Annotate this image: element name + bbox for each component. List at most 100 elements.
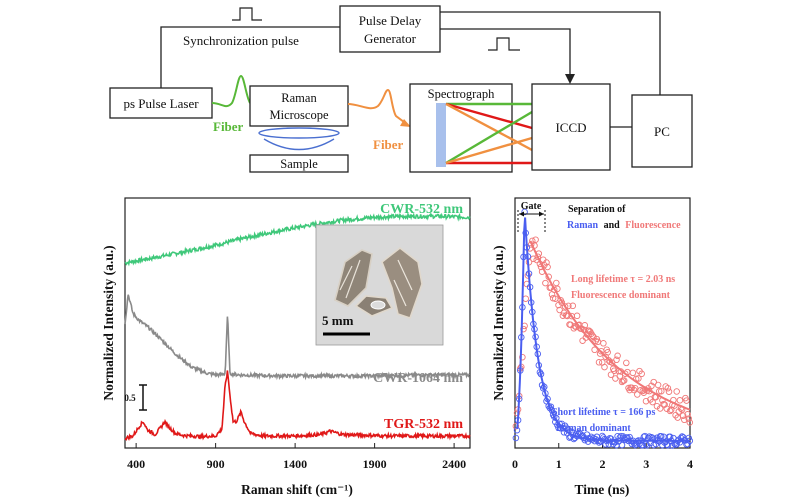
right-x-ticks: 0 1 2 3 4	[512, 443, 693, 471]
fluorescence-point	[573, 312, 581, 320]
sample-label: Sample	[280, 157, 318, 171]
raman-spectra-chart: 400 900 1400 1900 2400 Raman shift (cm⁻¹) No…	[101, 197, 471, 497]
right-x-tick-label: 3	[643, 457, 649, 471]
scale-bar-label: 0.5	[124, 393, 136, 403]
left-x-ticks: 400 900 1400 1900 2400	[127, 443, 466, 471]
fluorescence-point	[634, 391, 641, 398]
fluorescence-point	[638, 370, 645, 378]
raman-fit-line	[516, 217, 690, 442]
raman-point	[631, 441, 639, 449]
raman-point	[658, 433, 665, 440]
trigger-line	[440, 28, 571, 78]
fluorescence-point	[581, 322, 589, 329]
fluorescence-point	[656, 405, 664, 412]
fluorescence-fit-line	[529, 240, 691, 411]
fluorescence-point	[673, 388, 680, 395]
fluorescence-point	[664, 384, 672, 392]
bone-fragment-2	[381, 246, 423, 320]
fluorescence-point	[631, 384, 639, 392]
series-label-cwr1064: CWR-1064 nm	[373, 371, 463, 386]
objective-lens-icon	[258, 127, 340, 139]
raman-point	[678, 433, 686, 440]
right-x-tick-label: 2	[600, 457, 606, 471]
fluorescence-point	[605, 357, 613, 364]
gate-arrowhead-right	[539, 211, 544, 217]
fluorescence-point	[611, 367, 618, 374]
fluorescence-point	[674, 414, 681, 421]
fluorescence-point	[591, 346, 598, 354]
fluorescence-point	[561, 303, 569, 310]
fluorescence-point	[542, 279, 549, 287]
raman-point	[641, 432, 649, 440]
microscope-label-line1: Raman	[281, 91, 317, 105]
gate-arrowhead-left	[519, 211, 524, 217]
pc-box	[631, 94, 693, 168]
laser-label: ps Pulse Laser	[123, 96, 199, 111]
raman-point	[639, 441, 646, 449]
microscope-label-line2: Microscope	[269, 108, 328, 122]
fluorescence-point	[534, 253, 542, 260]
fluorescence-point	[666, 407, 674, 415]
fluorescence-point	[658, 387, 665, 395]
sync-pulse-label: Synchronization pulse	[183, 33, 299, 48]
legend-and: and	[604, 220, 621, 231]
right-y-axis-label: Normalized Intensity (a.u.)	[491, 245, 506, 400]
series-label-cwr532: CWR-532 nm	[380, 202, 463, 217]
fluorescence-point	[567, 321, 574, 329]
pulse-delay-generator-box	[339, 5, 441, 53]
legend-fluorescence: Fluorescence	[625, 220, 681, 231]
time-decay-chart: 0 1 2 3 4 Time (ns) Normalized Intensity (a.…	[491, 197, 694, 497]
left-x-tick-label: 1900	[363, 457, 387, 471]
right-x-tick-label: 1	[556, 457, 562, 471]
fluorescence-point	[650, 378, 657, 386]
fluorescence-point	[683, 397, 690, 404]
long-lifetime-label: Long lifetime τ = 2.03 ns	[571, 274, 675, 285]
fluorescence-point	[544, 263, 551, 271]
raman-point	[669, 442, 676, 449]
bone-texture-1	[339, 259, 361, 299]
fluorescence-point	[512, 422, 520, 430]
left-x-tick-label: 1400	[283, 457, 307, 471]
objective-focus-icon	[263, 138, 335, 151]
raman-point	[512, 434, 520, 442]
raman-point	[619, 433, 627, 440]
fluorescence-point	[630, 386, 638, 394]
fluorescence-point	[600, 340, 607, 347]
pc-label: PC	[654, 124, 670, 139]
fluorescence-point	[513, 409, 521, 417]
spectrograph-label: Spectrograph	[428, 87, 495, 101]
raman-point	[666, 433, 674, 441]
fluorescence-point	[607, 371, 615, 378]
fluorescence-point	[564, 312, 571, 320]
trigger-arrowhead	[565, 74, 575, 84]
fluorescence-point	[676, 397, 684, 404]
fluorescence-point	[601, 363, 608, 371]
dispersed-rays	[445, 102, 533, 165]
fluorescence-point	[595, 359, 603, 366]
fluorescence-point	[579, 337, 586, 344]
setup-schematic: ps Pulse Laser Synchronization pulse Pul…	[109, 5, 693, 173]
fluorescence-point	[686, 419, 694, 426]
fiber-label-2: Fiber	[373, 137, 404, 152]
fluorescence-dominant-label: Fluorescence dominant	[571, 290, 671, 301]
fluorescence-point	[628, 384, 636, 392]
fluorescence-point	[629, 369, 637, 377]
sync-line	[160, 26, 340, 88]
right-series-marks	[512, 208, 694, 449]
right-x-tick-label: 0	[512, 457, 518, 471]
fluorescence-point	[665, 388, 673, 395]
spectrograph-box	[409, 83, 513, 173]
raman-point	[556, 420, 563, 428]
fluorescence-point	[613, 356, 620, 364]
raman-point	[521, 208, 528, 216]
fluorescence-point	[663, 405, 671, 412]
left-series-line-0	[124, 211, 471, 267]
pdg-label-line2: Generator	[364, 31, 417, 46]
short-lifetime-label: Short lifetime τ = 166 ps	[552, 407, 655, 418]
fluorescence-point	[589, 332, 596, 339]
fiber-label-1: Fiber	[213, 119, 244, 134]
raman-point	[618, 441, 626, 449]
trigger-pulse-icon	[488, 37, 520, 51]
fluorescence-point	[679, 412, 687, 419]
